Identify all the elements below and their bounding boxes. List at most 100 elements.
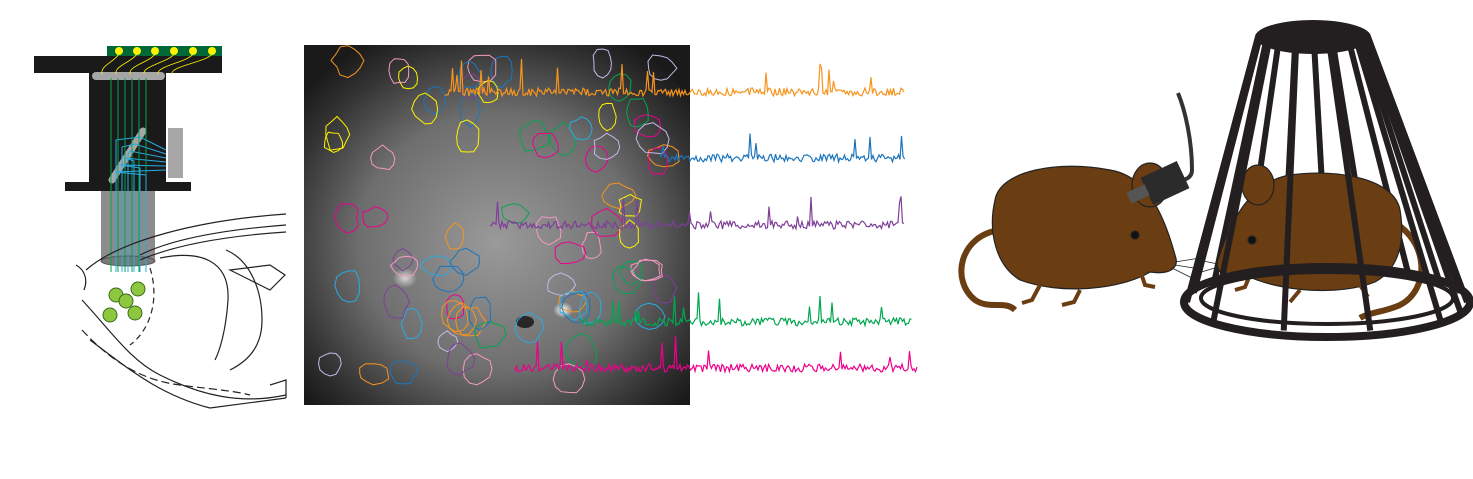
roi-outline — [612, 266, 643, 295]
neuron — [118, 293, 134, 309]
roi-outline — [334, 270, 361, 303]
calcium-traces — [444, 58, 918, 375]
cage-lid — [1255, 20, 1371, 54]
roi-outline — [400, 307, 423, 340]
roi-outline — [581, 231, 602, 260]
calcium-trace — [514, 336, 918, 375]
roi-outline — [608, 73, 632, 102]
cage-bar — [1184, 36, 1261, 303]
roi-outline — [593, 132, 621, 161]
roi-outline — [559, 290, 588, 321]
roi-outline — [631, 259, 663, 282]
excitation-path — [114, 169, 167, 272]
roi-outline — [317, 352, 342, 377]
led — [115, 47, 123, 55]
roi-outline — [370, 144, 396, 171]
roi-outline — [474, 321, 507, 349]
roi-outline — [477, 79, 499, 104]
roi-outline — [444, 222, 465, 250]
roi-outline — [411, 92, 439, 125]
roi-outline — [455, 306, 487, 337]
cage-bar — [1327, 47, 1374, 331]
brain-sagittal-outline — [75, 213, 287, 409]
roi-outline — [547, 272, 577, 296]
top-plate — [34, 56, 222, 73]
roi-outline — [446, 302, 477, 336]
roi-outline — [630, 258, 661, 282]
roi-outline — [423, 86, 446, 115]
wire — [129, 53, 156, 75]
led — [151, 47, 159, 55]
neuron — [127, 305, 143, 321]
led — [133, 47, 141, 55]
cage-bar — [1365, 35, 1470, 304]
roi-outline — [459, 92, 481, 128]
roi-outline — [383, 284, 410, 319]
roi-outline — [568, 116, 593, 141]
eye — [1130, 230, 1140, 240]
roi-outline — [652, 274, 678, 304]
cage-bar — [1362, 39, 1463, 313]
neuron — [130, 281, 146, 297]
calcium-imaging-field — [304, 45, 690, 405]
roi-outline — [446, 342, 476, 376]
ear — [1241, 164, 1275, 206]
social-interaction-scene — [958, 20, 1473, 341]
roi-outline — [548, 121, 577, 157]
cage-bar — [1210, 43, 1272, 321]
miniscope-diagram — [34, 46, 287, 409]
cage-base-inner — [1199, 270, 1455, 326]
roi-outline — [418, 255, 453, 277]
wire — [157, 53, 194, 75]
wire — [143, 53, 175, 75]
tail — [958, 227, 1018, 313]
roi-outline — [536, 216, 562, 246]
roi-outline — [323, 131, 344, 154]
roi-outline — [462, 353, 493, 386]
excitation-path — [115, 136, 167, 272]
roi-outline — [392, 248, 414, 272]
roi-outline — [532, 132, 559, 159]
roi-outlines — [317, 45, 680, 394]
roi-outline — [647, 54, 678, 81]
roi-outline — [449, 247, 481, 276]
roi-outline — [554, 241, 587, 265]
roi-outline — [591, 207, 624, 237]
calcium-trace — [579, 292, 912, 328]
neuron — [102, 307, 118, 323]
tail — [1358, 217, 1425, 321]
wires — [101, 53, 213, 75]
head-mounted-miniscope — [1126, 92, 1195, 206]
roi-outline — [361, 206, 389, 228]
roi-outline — [618, 219, 640, 249]
roi-outline — [490, 55, 513, 89]
roi-outline — [325, 115, 351, 151]
roi-outline — [519, 120, 550, 152]
led-row — [115, 47, 216, 55]
excitation-path — [119, 164, 167, 272]
eye — [1247, 235, 1257, 245]
calcium-trace — [659, 133, 906, 165]
roi-outline — [432, 265, 465, 293]
calcium-trace — [489, 196, 905, 231]
neurons — [102, 281, 146, 323]
roi-outline — [633, 114, 662, 138]
roi-outline — [437, 330, 459, 353]
roi-outline — [618, 260, 643, 286]
cage-bar — [1354, 29, 1444, 286]
light-paths — [110, 78, 167, 272]
cage-bar — [1210, 29, 1272, 285]
roi-outline — [398, 65, 419, 90]
roi-outline — [601, 182, 637, 210]
roi-outline — [330, 45, 365, 79]
roi-outline — [598, 102, 617, 132]
wire — [171, 53, 213, 75]
roi-outline — [468, 296, 492, 331]
roi-outline — [625, 98, 649, 128]
led — [208, 47, 216, 55]
roi-outline — [578, 291, 602, 324]
excitation-path — [121, 143, 167, 272]
excitation-path — [127, 150, 167, 272]
roi-outline — [458, 60, 483, 88]
roi-outline — [445, 293, 465, 320]
